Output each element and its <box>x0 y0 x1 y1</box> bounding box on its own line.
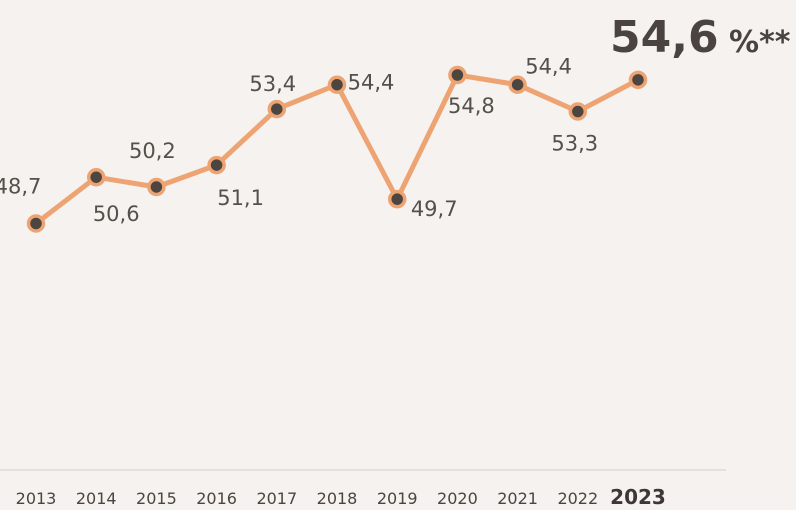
data-label-2020: 54,8 <box>448 94 495 118</box>
data-point-2020 <box>448 65 467 85</box>
x-tick-2015: 2015 <box>136 489 177 508</box>
x-tick-2020: 2020 <box>437 489 478 508</box>
x-tick-2021: 2021 <box>497 489 538 508</box>
x-tick-2013: 2013 <box>16 489 57 508</box>
highlight-unit: %** <box>719 25 791 60</box>
data-label-2016: 51,1 <box>217 186 264 210</box>
x-tick-2022: 2022 <box>557 489 598 508</box>
x-axis-ticks: 2013 2014 2015 2016 2017 2018 2019 2020 2021 2022… <box>16 485 666 509</box>
data-point-2017 <box>267 99 287 119</box>
data-point-2013 <box>26 214 46 233</box>
data-point-2021 <box>508 75 527 94</box>
markers-group <box>26 65 648 233</box>
series-line-group <box>33 72 641 226</box>
data-label-2015: 50,2 <box>129 139 176 163</box>
highlight-value: 54,6 <box>610 12 719 63</box>
data-point-2016 <box>207 155 226 175</box>
x-tick-2014: 2014 <box>76 489 117 508</box>
x-tick-2016: 2016 <box>196 489 237 508</box>
data-label-2018: 54,4 <box>348 71 395 95</box>
data-label-2021: 54,4 <box>525 55 572 79</box>
highlight-value-label: 54,6 %** <box>610 12 791 63</box>
data-label-2014: 50,6 <box>93 202 140 226</box>
x-tick-2023: 2023 <box>610 485 666 509</box>
data-point-2019 <box>387 189 407 209</box>
data-label-2013: 48,7 <box>0 175 41 199</box>
data-label-2017: 53,4 <box>249 72 296 96</box>
data-point-2018 <box>327 75 347 94</box>
data-point-2015 <box>147 177 166 197</box>
data-label-2019: 49,7 <box>411 197 458 221</box>
x-tick-2018: 2018 <box>317 489 358 508</box>
data-labels-group: 48,7 50,6 50,2 51,1 53,4 54,4 49,7 54,8 54,4 53,3 <box>0 55 598 227</box>
data-label-2022: 53,3 <box>551 132 598 156</box>
series-line <box>33 72 641 226</box>
data-point-2022 <box>568 102 588 121</box>
data-point-2014 <box>86 167 106 187</box>
data-point-2023 <box>628 70 648 90</box>
x-tick-2017: 2017 <box>256 489 297 508</box>
x-tick-2019: 2019 <box>377 489 418 508</box>
